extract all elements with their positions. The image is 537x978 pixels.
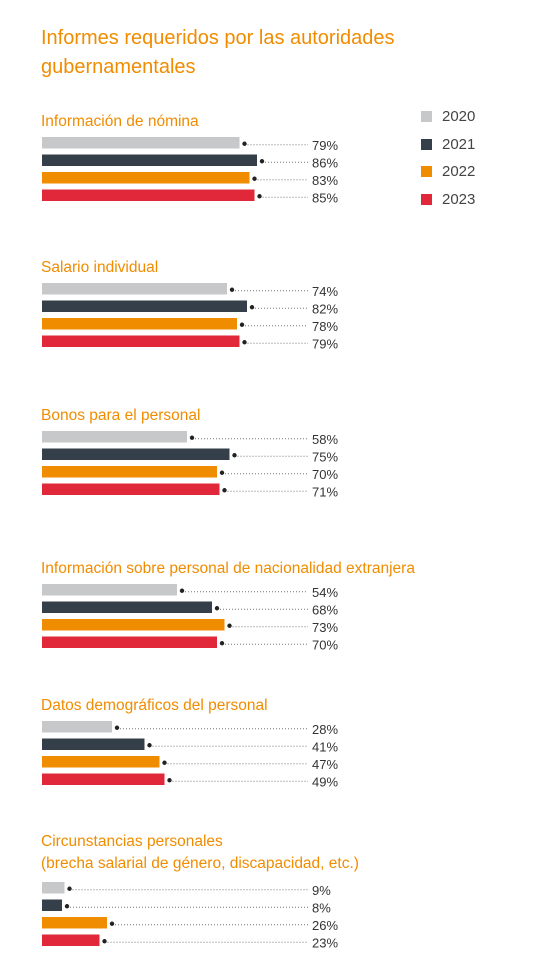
bar-2022 (42, 172, 250, 184)
group-title: Circunstancias personales (41, 833, 223, 850)
bar-end-dot (167, 778, 172, 783)
bar-2022 (42, 318, 237, 330)
bar-end-dot (242, 141, 247, 146)
bar-2021 (42, 738, 145, 750)
value-label: 86% (312, 155, 338, 170)
value-label: 71% (312, 484, 338, 499)
legend: 2020 2021 2022 2023 (421, 103, 475, 213)
value-label: 68% (312, 602, 338, 617)
value-label: 73% (312, 620, 338, 635)
group-title: (brecha salarial de género, discapacidad… (41, 855, 359, 872)
bar-2021 (42, 601, 212, 613)
bar-2020 (42, 721, 112, 733)
bar-2022 (42, 917, 107, 929)
bar-end-dot (259, 159, 265, 164)
legend-label-2021: 2021 (442, 135, 476, 153)
bar-end-dot (114, 725, 120, 730)
bar-2022 (42, 619, 225, 631)
legend-swatch-2020 (421, 111, 432, 123)
bar-2020 (42, 137, 240, 149)
bar-end-dot (219, 470, 225, 475)
legend-swatch-2022 (421, 166, 432, 178)
value-label: 74% (312, 284, 338, 299)
bar-end-dot (179, 588, 185, 593)
bar-end-dot (219, 641, 225, 646)
bar-2021 (42, 899, 62, 911)
value-label: 54% (312, 585, 338, 600)
legend-item-2022: 2022 (421, 158, 475, 186)
bar-end-dot (227, 623, 232, 628)
bar-end-dot (64, 904, 70, 909)
legend-label-2020: 2020 (442, 108, 476, 126)
value-label: 85% (312, 190, 338, 205)
bar-end-dot (222, 488, 227, 493)
value-label: 8% (312, 900, 331, 915)
bar-2020 (42, 431, 187, 443)
bar-end-dot (257, 194, 262, 199)
bar-2022 (42, 756, 160, 768)
value-label: 79% (312, 138, 338, 153)
value-label: 70% (312, 637, 338, 652)
chart-title: Informes requeridos por las autoridades … (41, 27, 395, 78)
bar-2021 (42, 154, 257, 166)
bar-end-dot (249, 305, 255, 310)
bar-end-dot (214, 606, 220, 611)
value-label: 70% (312, 467, 338, 482)
bar-end-dot (102, 939, 107, 944)
value-label: 47% (312, 757, 338, 772)
bar-2023 (42, 934, 100, 946)
value-label: 9% (312, 883, 331, 898)
group-title: Información de nómina (41, 113, 199, 130)
bar-2021 (42, 448, 230, 460)
bar-end-dot (162, 760, 167, 765)
group-title: Salario individual (41, 259, 158, 276)
value-label: 49% (312, 774, 338, 789)
legend-swatch-2023 (421, 193, 432, 205)
value-label: 26% (312, 918, 338, 933)
legend-item-2023: 2023 (421, 186, 475, 214)
bar-end-dot (232, 453, 237, 458)
bar-2023 (42, 636, 217, 648)
bar-end-dot (239, 322, 245, 327)
bar-end-dot (242, 340, 247, 345)
bar-end-dot (147, 743, 152, 748)
group-title: Datos demográficos del personal (41, 697, 268, 714)
bar-2020 (42, 283, 227, 295)
group-title: Información sobre personal de nacionalid… (41, 560, 415, 577)
bar-end-dot (229, 287, 235, 292)
bar-2023 (42, 773, 165, 785)
bar-2023 (42, 189, 255, 201)
legend-label-2023: 2023 (442, 190, 476, 208)
value-label: 28% (312, 722, 338, 737)
bar-2023 (42, 483, 220, 495)
group-title: Bonos para el personal (41, 407, 200, 424)
bar-2020 (42, 882, 65, 894)
value-label: 79% (312, 336, 338, 351)
value-label: 78% (312, 319, 338, 334)
legend-item-2021: 2021 (421, 131, 475, 159)
bar-2021 (42, 300, 247, 312)
legend-swatch-2021 (421, 138, 432, 150)
value-label: 41% (312, 739, 338, 754)
bar-2023 (42, 335, 240, 347)
bar-2020 (42, 584, 177, 596)
legend-item-2020: 2020 (421, 103, 475, 131)
value-label: 58% (312, 432, 338, 447)
value-label: 23% (312, 935, 338, 950)
value-label: 83% (312, 173, 338, 188)
value-label: 82% (312, 301, 338, 316)
bar-end-dot (189, 435, 195, 440)
bar-end-dot (252, 176, 257, 181)
value-label: 75% (312, 449, 338, 464)
bar-end-dot (109, 921, 115, 926)
bar-end-dot (67, 886, 72, 891)
legend-label-2022: 2022 (442, 163, 476, 181)
bar-2022 (42, 466, 217, 478)
